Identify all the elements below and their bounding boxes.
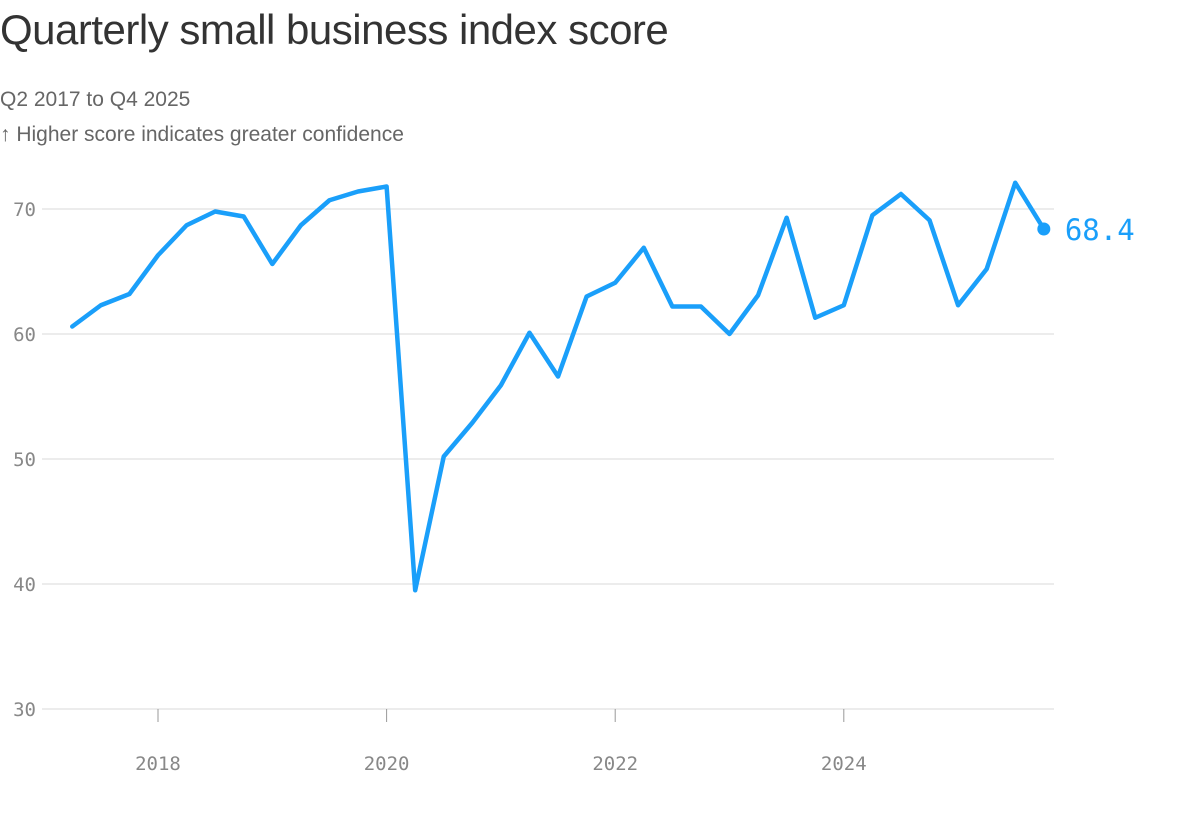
y-tick-label: 30	[13, 699, 36, 721]
y-tick-label: 50	[13, 449, 36, 471]
chart-note: ↑ Higher score indicates greater confide…	[0, 123, 404, 146]
end-value-label: 68.4	[1065, 213, 1135, 247]
end-point-marker	[1037, 222, 1051, 236]
data-line	[70, 180, 1047, 593]
x-tick-label: 2022	[592, 753, 638, 775]
x-tick-label: 2020	[364, 753, 410, 775]
y-tick-label: 70	[13, 199, 36, 221]
y-tick-label: 60	[13, 324, 36, 346]
chart-title: Quarterly small business index score	[0, 6, 669, 53]
chart-subtitle: Q2 2017 to Q4 2025	[0, 88, 191, 111]
x-tick-label: 2018	[135, 753, 181, 775]
y-tick-label: 40	[13, 574, 36, 596]
x-tick-label: 2024	[821, 753, 867, 775]
